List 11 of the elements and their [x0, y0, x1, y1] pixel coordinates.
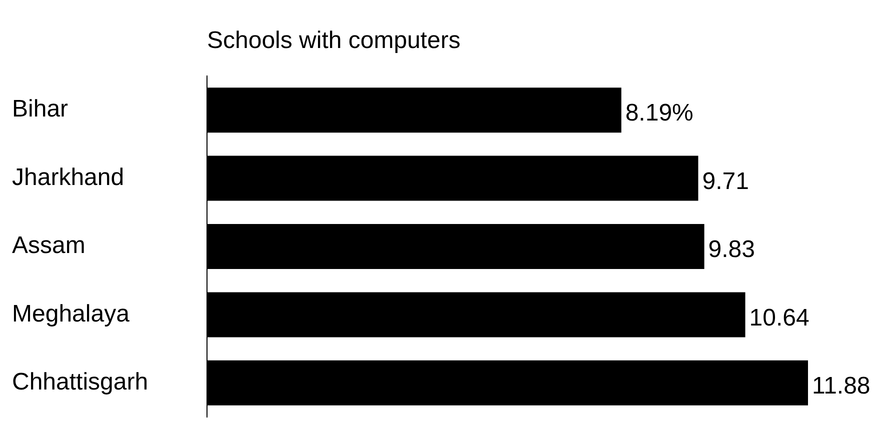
data-label: 11.88 — [812, 372, 870, 400]
data-label: 10.64 — [749, 304, 810, 332]
y-tick-label: Bihar — [12, 96, 68, 123]
y-tick-label: Chhattisgarh — [12, 368, 148, 396]
data-label: 8.19% — [625, 100, 694, 127]
y-tick-label: Meghalaya — [12, 300, 130, 328]
data-label: 9.71 — [702, 168, 749, 195]
y-tick-label: Assam — [12, 232, 86, 260]
y-tick-label: Jharkhand — [12, 164, 124, 191]
data-label: 9.83 — [708, 236, 756, 264]
chart-title: Schools with computers — [207, 27, 460, 54]
